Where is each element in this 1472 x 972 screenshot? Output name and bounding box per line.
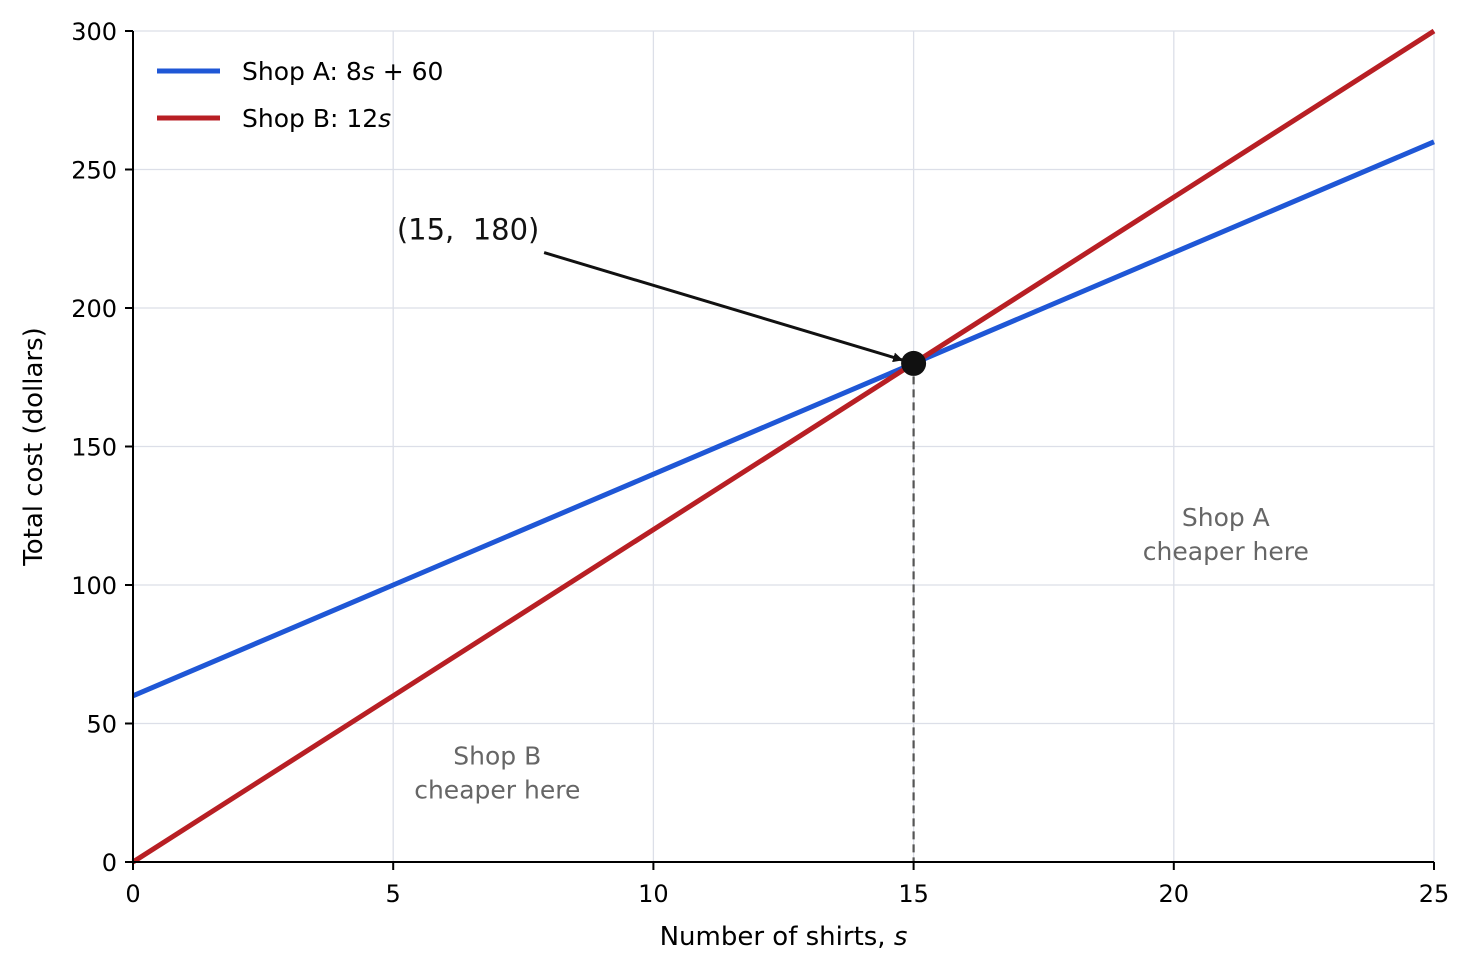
x-axis-label: Number of shirts, s <box>660 922 908 952</box>
y-tick-label: 150 <box>71 434 117 462</box>
y-tick-label: 250 <box>71 157 117 185</box>
intersection-label: (15, 180) <box>397 213 540 247</box>
y-axis-label: Total cost (dollars) <box>19 327 49 567</box>
intersection-arrow <box>543 251 904 363</box>
legend: Shop A: 8s + 60 Shop B: 12s <box>157 57 443 133</box>
x-tick-label: 20 <box>1159 880 1190 908</box>
x-tick-label: 15 <box>898 880 929 908</box>
legend-label-shop-b: Shop B: 12s <box>242 104 391 133</box>
series-line-shop-b <box>131 28 1436 865</box>
series-line-shop-a <box>132 139 1435 699</box>
intersection-point <box>901 350 927 376</box>
series-lines <box>131 28 1436 865</box>
y-tick-label: 200 <box>71 295 117 323</box>
x-tick-label: 0 <box>125 880 140 908</box>
legend-label-shop-a: Shop A: 8s + 60 <box>242 57 443 86</box>
gridlines <box>132 30 1435 863</box>
y-tick-label: 0 <box>102 849 117 877</box>
y-tick-label: 300 <box>71 18 117 46</box>
x-tick-label: 10 <box>638 880 669 908</box>
x-tick-label: 25 <box>1419 880 1450 908</box>
axes <box>125 30 1435 870</box>
y-tick-label: 50 <box>86 711 117 739</box>
x-tick-label: 5 <box>386 880 401 908</box>
y-tick-label: 100 <box>71 572 117 600</box>
